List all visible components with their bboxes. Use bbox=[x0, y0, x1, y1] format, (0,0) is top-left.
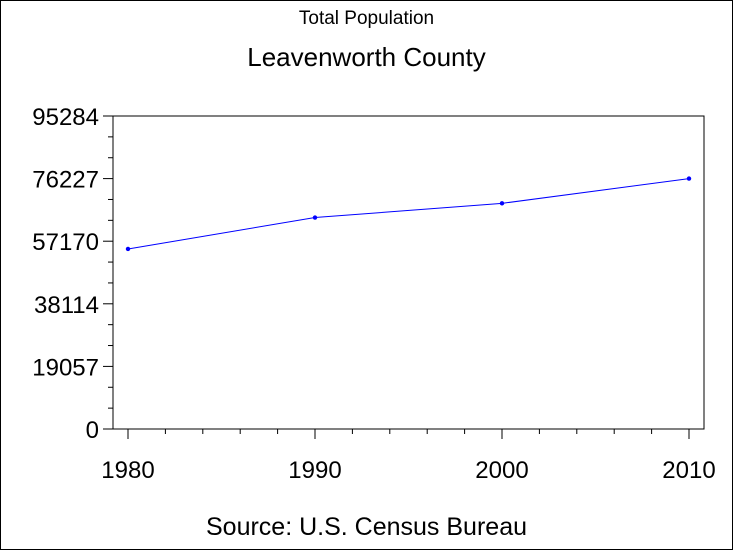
chart-source-note: Source: U.S. Census Bureau bbox=[206, 513, 527, 541]
data-point bbox=[125, 246, 131, 252]
series-layer bbox=[125, 176, 692, 252]
x-tick-label: 1980 bbox=[101, 457, 154, 484]
data-point bbox=[499, 201, 505, 206]
x-axis: 1980 1990 2000 2010 bbox=[101, 429, 716, 484]
series-line bbox=[127, 178, 690, 250]
chart-title: Total Population bbox=[298, 8, 435, 29]
y-tick-label: 76227 bbox=[32, 167, 99, 194]
data-point bbox=[686, 176, 692, 181]
y-tick-label: 95284 bbox=[32, 104, 99, 131]
y-tick-label: 0 bbox=[86, 417, 99, 444]
x-tick-label: 1990 bbox=[288, 457, 341, 484]
x-tick-label: 2010 bbox=[662, 457, 715, 484]
data-point bbox=[312, 215, 318, 220]
y-tick-label: 38114 bbox=[34, 292, 99, 319]
y-axis: 0 19057 38114 57170 76227 95284 bbox=[32, 104, 113, 444]
plot-area bbox=[112, 115, 705, 430]
y-tick-label: 19057 bbox=[32, 354, 99, 381]
x-tick-label: 2000 bbox=[475, 457, 528, 484]
chart-subtitle: Leavenworth County bbox=[247, 42, 486, 72]
y-tick-label: 57170 bbox=[32, 229, 99, 256]
